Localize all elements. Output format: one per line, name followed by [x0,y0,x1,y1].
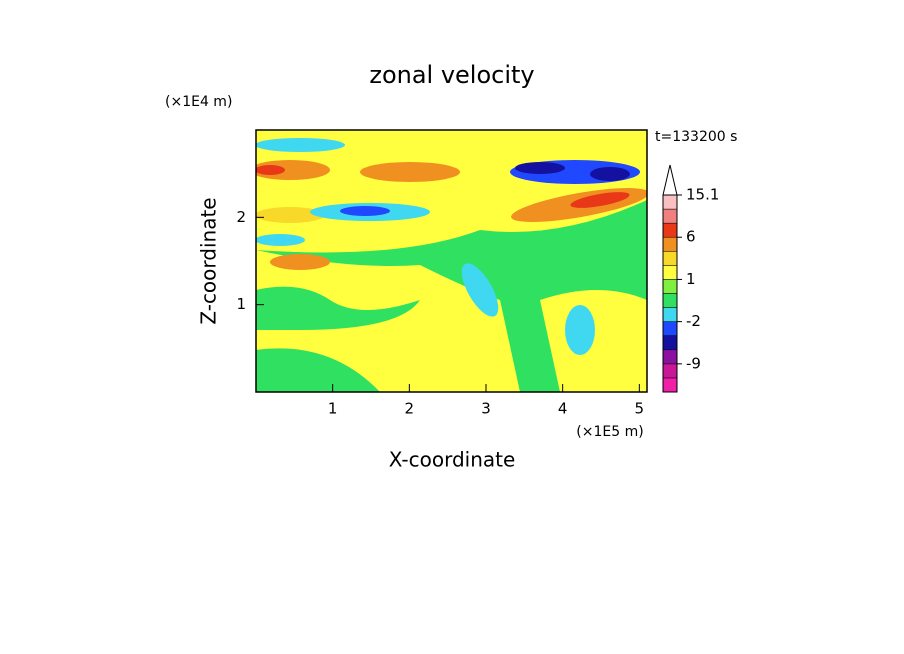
y-tick-label: 1 [236,295,246,313]
colorbar-band [662,194,678,210]
y-unit: (×1E4 m) [165,94,232,110]
colorbar-tick-label: 1 [686,270,696,288]
colorbar-band [662,265,678,280]
colorbar-band [662,307,678,322]
colorbar-frame [662,194,678,393]
colorbar-tick-label: -9 [686,354,701,372]
colorbar-band [662,321,678,336]
x-tick-label: 2 [405,400,415,418]
y-tick-label: 2 [236,208,246,226]
x-unit: (×1E5 m) [576,424,643,440]
colorbar-band [662,363,678,379]
x-axis-label: X-coordinate [389,448,516,472]
colorbar-extension [662,164,678,196]
contour-field [256,130,647,392]
annotation: t=133200 s [655,129,737,145]
colorbar-tick-label: -2 [686,312,701,330]
colorbar-band [662,208,678,224]
colorbar-tick-label: 15.1 [686,186,719,204]
colorbar-band [662,279,678,294]
colorbar-band [662,236,678,252]
colorbar-band [662,349,678,365]
colorbar-band [662,222,678,238]
x-tick-label: 5 [635,400,645,418]
colorbar-band [662,377,678,393]
colorbar-band [662,251,678,266]
colorbar-tick-label: 6 [686,228,696,246]
colorbar-band [662,335,678,351]
x-tick-label: 1 [328,400,338,418]
plot-frame [255,129,648,393]
chart-title: zonal velocity [369,61,534,89]
y-axis-label: Z-coordinate [197,197,221,324]
x-tick-label: 4 [558,400,568,418]
colorbar-band [662,293,678,308]
x-tick-label: 3 [481,400,491,418]
